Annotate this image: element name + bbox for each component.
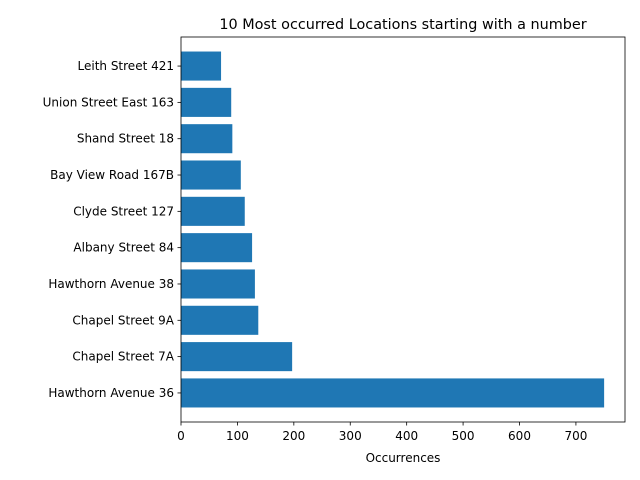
x-tick-label: 200 [282,429,305,443]
plot-frame [180,36,626,423]
bar-bay-view-road-167b [181,160,241,190]
bar-union-street-east-163 [181,87,232,117]
bar-chapel-street-7a [181,342,293,372]
bar-shand-street-18 [181,124,233,154]
x-tick-label: 400 [395,429,418,443]
bar-hawthorn-avenue-38 [181,269,255,299]
bars-group [181,51,605,408]
chart-title: 10 Most occurred Locations starting with… [219,17,586,33]
x-tick-label: 0 [177,429,185,443]
y-tick-label: Clyde Street 127 [73,204,174,218]
y-tick-label: Chapel Street 7A [72,350,174,364]
x-tick-label: 500 [452,429,475,443]
bar-albany-street-84 [181,233,253,263]
y-tick-label: Hawthorn Avenue 36 [48,386,174,400]
y-tick-label: Chapel Street 9A [72,313,174,327]
x-tick-label: 100 [226,429,249,443]
bar-chapel-street-9a [181,305,259,335]
y-tick-label: Albany Street 84 [73,241,174,255]
x-tick-label: 700 [564,429,587,443]
y-tick-label: Bay View Road 167B [50,168,174,182]
x-axis-label: Occurrences [366,451,441,465]
y-axis-ticks: Hawthorn Avenue 36 Chapel Street 7A Chapel… [43,59,181,400]
bar-clyde-street-127 [181,196,245,226]
y-tick-label: Hawthorn Avenue 38 [48,277,174,291]
y-tick-label: Union Street East 163 [43,95,174,109]
x-tick-label: 600 [508,429,531,443]
y-tick-label: Leith Street 421 [78,59,175,73]
bar-leith-street-421 [181,51,222,81]
y-tick-label: Shand Street 18 [77,132,174,146]
x-tick-label: 300 [339,429,362,443]
bar-hawthorn-avenue-36 [181,378,605,408]
x-axis-ticks: 0 100 200 300 400 500 600 700 [177,422,587,443]
